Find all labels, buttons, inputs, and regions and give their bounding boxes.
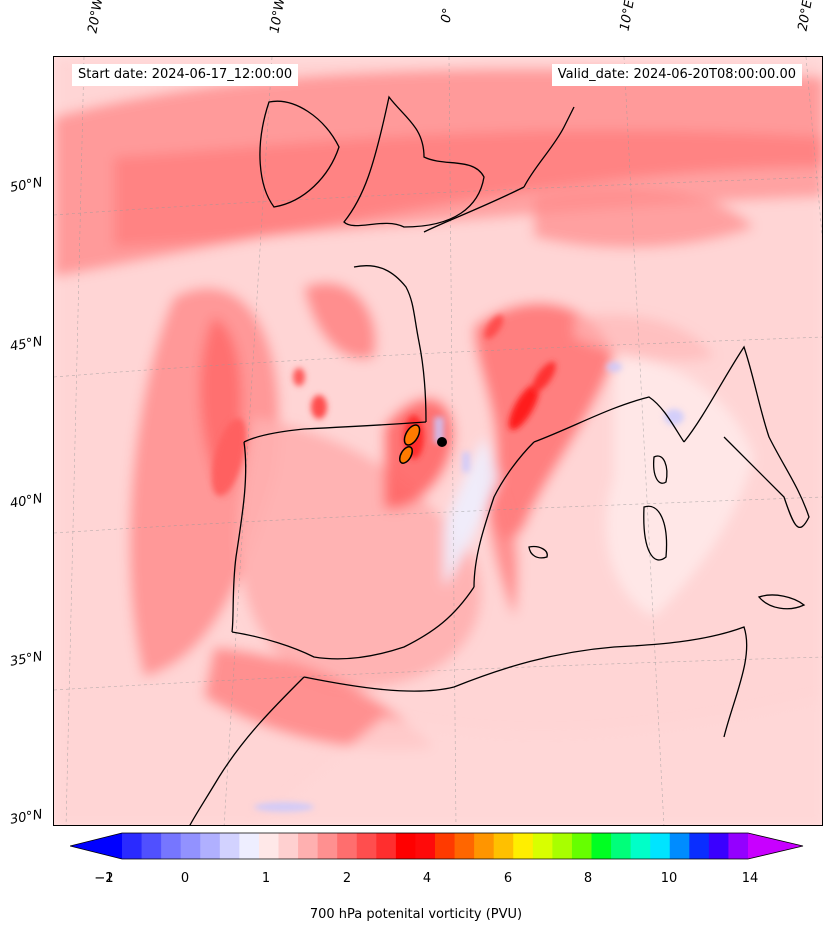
colorbar-segment xyxy=(591,833,612,859)
coastlines xyxy=(189,95,810,825)
lon-label-10e: 10°E xyxy=(617,0,638,33)
colorbar-segment xyxy=(278,833,299,859)
colorbar-segment xyxy=(317,833,338,859)
pv-maxima xyxy=(211,315,684,812)
lat-label-40n: 40°N xyxy=(8,491,44,512)
colorbar-tick: 2 xyxy=(342,871,352,886)
valid-date-label: Valid_date: 2024-06-20T08:00:00.00 xyxy=(551,64,802,86)
colorbar-segment xyxy=(395,833,416,859)
colorbar-tick: −1 xyxy=(94,871,114,886)
colorbar-segment xyxy=(219,833,240,859)
lon-label-20w: 20°W xyxy=(85,0,107,35)
colorbar-tick: 10 xyxy=(660,871,678,886)
colorbar-segment xyxy=(376,833,397,859)
colorbar-max-arrow xyxy=(748,833,803,859)
colorbar-segment xyxy=(122,833,143,859)
colorbar-segment xyxy=(669,833,690,859)
lat-label-50n: 50°N xyxy=(8,175,44,196)
colorbar-segment xyxy=(454,833,475,859)
colorbar-segment xyxy=(435,833,456,859)
colorbar xyxy=(70,832,804,860)
colorbar-tick: 8 xyxy=(583,871,593,886)
colorbar-segment xyxy=(708,833,729,859)
colorbar-segment xyxy=(200,833,221,859)
colorbar-segment xyxy=(298,833,319,859)
colorbar-segment xyxy=(728,833,749,859)
colorbar-segment xyxy=(650,833,671,859)
start-date-label: Start date: 2024-06-17_12:00:00 xyxy=(72,64,299,86)
colorbar-segment xyxy=(571,833,592,859)
colorbar-segment xyxy=(415,833,436,859)
lat-label-35n: 35°N xyxy=(8,649,44,670)
colorbar-min-arrow xyxy=(70,833,122,859)
colorbar-tick: 1 xyxy=(261,871,271,886)
colorbar-tick: −2 xyxy=(94,871,114,886)
colorbar-segment xyxy=(356,833,377,859)
map-panel[interactable] xyxy=(53,56,823,826)
lon-label-20e: 20°E xyxy=(795,0,816,33)
pv-max-contour xyxy=(403,424,421,446)
colorbar-segment xyxy=(161,833,182,859)
colorbar-segment xyxy=(493,833,514,859)
colorbar-segment xyxy=(630,833,651,859)
colorbar-segment xyxy=(180,833,201,859)
colorbar-tick: 14 xyxy=(741,871,759,886)
colorbar-segment xyxy=(337,833,358,859)
colorbar-segment xyxy=(258,833,279,859)
colorbar-tick: 4 xyxy=(422,871,432,886)
lon-label-0: 0° xyxy=(438,6,457,25)
colorbar-segment xyxy=(513,833,534,859)
pv-max-marker xyxy=(437,437,447,447)
colorbar-tick: 6 xyxy=(503,871,513,886)
colorbar-segment xyxy=(474,833,495,859)
lat-label-30n: 30°N xyxy=(8,807,44,828)
pv-field-map xyxy=(54,57,822,825)
colorbar-segment xyxy=(552,833,573,859)
colorbar-segment xyxy=(689,833,710,859)
colorbar-tick: 0 xyxy=(180,871,190,886)
colorbar-segment xyxy=(611,833,632,859)
pv-max-contour xyxy=(399,446,413,464)
lat-label-45n: 45°N xyxy=(8,334,44,355)
colorbar-segment xyxy=(141,833,162,859)
colorbar-segment xyxy=(239,833,260,859)
lon-label-10w: 10°W xyxy=(267,0,289,35)
colorbar-label: 700 hPa potenital vorticity (PVU) xyxy=(309,907,523,922)
colorbar-segment xyxy=(532,833,553,859)
